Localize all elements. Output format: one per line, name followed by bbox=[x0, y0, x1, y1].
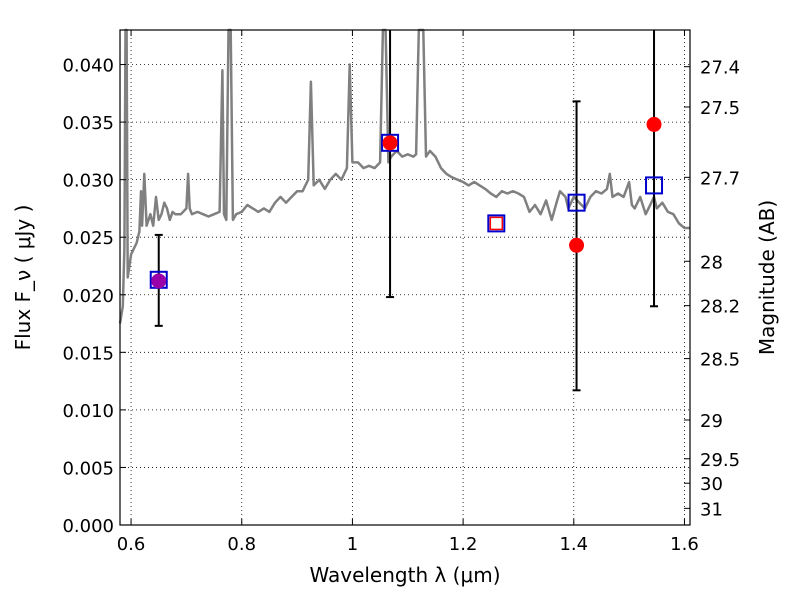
observed-marker bbox=[646, 116, 662, 132]
y-tick-label: 0.040 bbox=[62, 56, 114, 77]
y-tick-labels: 0.000 0.005 0.010 0.015 0.020 0.025 0.030 0.035… bbox=[62, 56, 114, 537]
y-tick-label: 0.030 bbox=[62, 171, 114, 192]
right-tick-label: 28.2 bbox=[700, 297, 740, 318]
right-axis-label: Magnitude (AB) bbox=[755, 200, 779, 355]
observed-marker bbox=[151, 273, 167, 289]
right-tick-label: 31 bbox=[700, 499, 723, 520]
plot-frame bbox=[119, 29, 691, 526]
observed-marker bbox=[569, 237, 585, 253]
model-band-marker bbox=[381, 133, 400, 152]
right-tick-label: 29.5 bbox=[700, 450, 740, 471]
right-tick-label: 27.5 bbox=[700, 98, 740, 119]
y-tick-label: 0.020 bbox=[62, 286, 114, 307]
x-tick-label: 1 bbox=[347, 534, 358, 555]
model-band-marker bbox=[645, 176, 664, 195]
y-tick-label: 0.035 bbox=[62, 113, 114, 134]
right-tick-label: 28 bbox=[700, 252, 723, 273]
observed-markers bbox=[151, 116, 662, 289]
axis-ticks bbox=[120, 30, 690, 526]
model-band-marker bbox=[487, 214, 506, 233]
right-tick-label: 30 bbox=[700, 474, 723, 495]
x-tick-label: 1.4 bbox=[559, 534, 588, 555]
right-tick-label: 29 bbox=[700, 411, 723, 432]
x-axis-label: Wavelength λ (μm) bbox=[309, 563, 500, 587]
x-tick-label: 0.8 bbox=[227, 534, 256, 555]
x-tick-labels: 0.6 0.8 1 1.2 1.4 1.6 bbox=[117, 534, 699, 555]
x-tick-label: 1.2 bbox=[449, 534, 478, 555]
x-tick-label: 1.6 bbox=[670, 534, 699, 555]
model-spectrum bbox=[118, 28, 690, 324]
y-tick-label: 0.015 bbox=[62, 343, 114, 364]
y-tick-label: 0.000 bbox=[62, 516, 114, 537]
right-tick-label: 28.5 bbox=[700, 350, 740, 371]
observed-marker bbox=[382, 135, 398, 151]
observed-band-marker bbox=[489, 216, 504, 231]
y-tick-label: 0.005 bbox=[62, 458, 114, 479]
model-spectrum-line bbox=[118, 28, 690, 324]
right-tick-label: 27.7 bbox=[700, 168, 740, 189]
x-tick-label: 0.6 bbox=[117, 534, 146, 555]
y-tick-label: 0.025 bbox=[62, 228, 114, 249]
y-tick-label: 0.010 bbox=[62, 401, 114, 422]
model-band-marker bbox=[567, 193, 586, 212]
right-tick-labels: 27.4 27.5 27.7 28 28.2 28.5 29 29.5 30 31 bbox=[700, 58, 740, 521]
y-axis-label: Flux F_ν ( μJy ) bbox=[11, 205, 35, 351]
right-tick-label: 27.4 bbox=[700, 58, 740, 79]
